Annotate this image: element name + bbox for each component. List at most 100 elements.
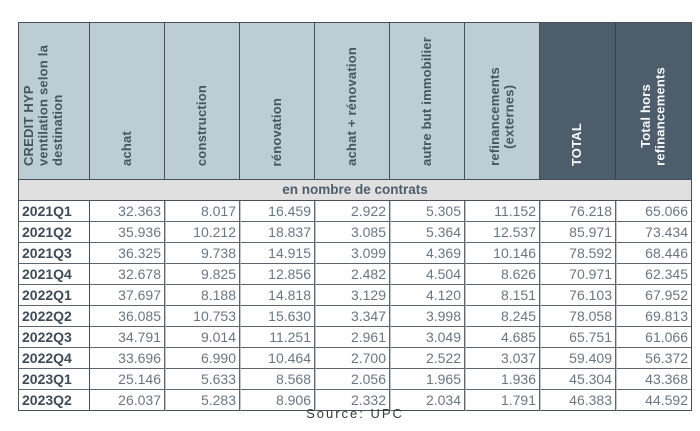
- value-cell: 9.014: [165, 327, 240, 348]
- column-header-total: TOTAL: [540, 22, 616, 180]
- value-cell: 2.034: [390, 390, 465, 411]
- value-cell: 3.998: [390, 306, 465, 327]
- value-cell: 8.245: [465, 306, 540, 327]
- value-cell: 5.305: [390, 201, 465, 222]
- value-cell: 10.146: [465, 243, 540, 264]
- value-cell: 14.818: [240, 285, 315, 306]
- column-header-construction: construction: [165, 22, 240, 180]
- value-cell: 2.961: [315, 327, 390, 348]
- value-cell: 4.369: [390, 243, 465, 264]
- value-cell: 8.568: [240, 369, 315, 390]
- value-cell: 3.129: [315, 285, 390, 306]
- value-cell: 18.837: [240, 222, 315, 243]
- value-cell: 2.700: [315, 348, 390, 369]
- value-cell: 10.464: [240, 348, 315, 369]
- value-cell: 11.152: [465, 201, 540, 222]
- value-cell: 65.066: [616, 201, 692, 222]
- value-cell: 44.592: [616, 390, 692, 411]
- corner-header-label: CREDIT HYP ventilation selon la destinat…: [21, 44, 65, 166]
- row-label: 2022Q4: [18, 348, 90, 369]
- table-row: 2023Q1 25.146 5.633 8.568 2.056 1.965 1.936 45.…: [18, 369, 692, 390]
- value-cell: 45.304: [540, 369, 616, 390]
- value-cell: 11.251: [240, 327, 315, 348]
- value-cell: 68.446: [616, 243, 692, 264]
- value-cell: 65.751: [540, 327, 616, 348]
- table-row: 2022Q3 34.791 9.014 11.251 2.961 3.049 4.685 65…: [18, 327, 692, 348]
- value-cell: 5.633: [165, 369, 240, 390]
- row-label: 2022Q3: [18, 327, 90, 348]
- value-cell: 3.037: [465, 348, 540, 369]
- value-cell: 36.085: [90, 306, 165, 327]
- value-cell: 10.753: [165, 306, 240, 327]
- table-row: 2022Q2 36.085 10.753 15.630 3.347 3.998 8.245 7…: [18, 306, 692, 327]
- value-cell: 73.434: [616, 222, 692, 243]
- value-cell: 2.522: [390, 348, 465, 369]
- row-label: 2022Q2: [18, 306, 90, 327]
- value-cell: 3.099: [315, 243, 390, 264]
- value-cell: 12.856: [240, 264, 315, 285]
- value-cell: 37.697: [90, 285, 165, 306]
- table-row: 2021Q3 36.325 9.738 14.915 3.099 4.369 10.146 7…: [18, 243, 692, 264]
- column-header-total-hors-refinancements: Total hors refinancements: [616, 22, 692, 180]
- value-cell: 15.630: [240, 306, 315, 327]
- table-row: 2021Q2 35.936 10.212 18.837 3.085 5.364 12.537…: [18, 222, 692, 243]
- value-cell: 62.345: [616, 264, 692, 285]
- row-label: 2021Q1: [18, 201, 90, 222]
- value-cell: 9.825: [165, 264, 240, 285]
- value-cell: 32.363: [90, 201, 165, 222]
- value-cell: 4.504: [390, 264, 465, 285]
- column-header-autre-but-immobilier: autre but immobilier: [390, 22, 465, 180]
- value-cell: 3.347: [315, 306, 390, 327]
- value-cell: 76.218: [540, 201, 616, 222]
- value-cell: 8.017: [165, 201, 240, 222]
- table-row: 2021Q1 32.363 8.017 16.459 2.922 5.305 11.152 7…: [18, 201, 692, 222]
- value-cell: 1.965: [390, 369, 465, 390]
- table-row: 2021Q4 32.678 9.825 12.856 2.482 4.504 8.626 70…: [18, 264, 692, 285]
- value-cell: 56.372: [616, 348, 692, 369]
- value-cell: 2.332: [315, 390, 390, 411]
- value-cell: 76.103: [540, 285, 616, 306]
- value-cell: 5.283: [165, 390, 240, 411]
- value-cell: 61.066: [616, 327, 692, 348]
- table-body: 2021Q1 32.363 8.017 16.459 2.922 5.305 11.152 7…: [18, 201, 692, 411]
- value-cell: 26.037: [90, 390, 165, 411]
- value-cell: 8.188: [165, 285, 240, 306]
- header-row: CREDIT HYP ventilation selon la destinat…: [18, 22, 692, 180]
- value-cell: 2.922: [315, 201, 390, 222]
- value-cell: 78.058: [540, 306, 616, 327]
- value-cell: 32.678: [90, 264, 165, 285]
- value-cell: 35.936: [90, 222, 165, 243]
- value-cell: 43.368: [616, 369, 692, 390]
- value-cell: 9.738: [165, 243, 240, 264]
- value-cell: 1.936: [465, 369, 540, 390]
- value-cell: 8.626: [465, 264, 540, 285]
- row-label: 2023Q2: [18, 390, 90, 411]
- value-cell: 8.906: [240, 390, 315, 411]
- column-header-achat: achat: [90, 22, 165, 180]
- value-cell: 1.791: [465, 390, 540, 411]
- row-label: 2023Q1: [18, 369, 90, 390]
- row-label: 2022Q1: [18, 285, 90, 306]
- value-cell: 2.056: [315, 369, 390, 390]
- value-cell: 12.537: [465, 222, 540, 243]
- column-header-refinancements-externes: refinancements (externes): [465, 22, 540, 180]
- value-cell: 4.685: [465, 327, 540, 348]
- value-cell: 14.915: [240, 243, 315, 264]
- value-cell: 69.813: [616, 306, 692, 327]
- value-cell: 6.990: [165, 348, 240, 369]
- table-row: 2023Q2 26.037 5.283 8.906 2.332 2.034 1.791 46.…: [18, 390, 692, 411]
- value-cell: 10.212: [165, 222, 240, 243]
- value-cell: 25.146: [90, 369, 165, 390]
- column-header-renovation: rénovation: [240, 22, 315, 180]
- row-label: 2021Q4: [18, 264, 90, 285]
- value-cell: 8.151: [465, 285, 540, 306]
- value-cell: 5.364: [390, 222, 465, 243]
- value-cell: 4.120: [390, 285, 465, 306]
- row-label: 2021Q3: [18, 243, 90, 264]
- column-header-achat-renovation: achat + rénovation: [315, 22, 390, 180]
- value-cell: 78.592: [540, 243, 616, 264]
- value-cell: 34.791: [90, 327, 165, 348]
- value-cell: 70.971: [540, 264, 616, 285]
- value-cell: 67.952: [616, 285, 692, 306]
